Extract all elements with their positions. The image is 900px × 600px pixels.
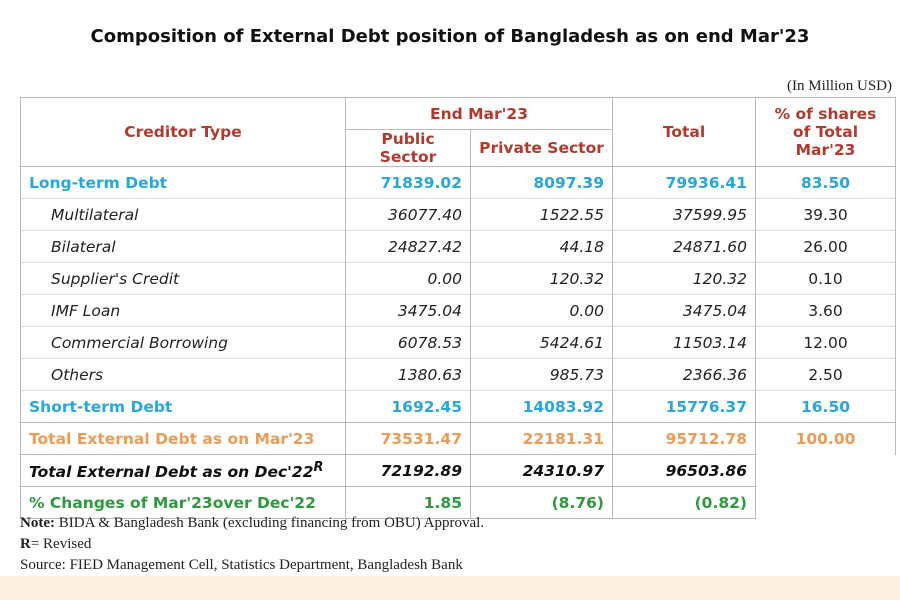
value-cell: 1692.45: [345, 390, 471, 423]
value-cell: 71839.02: [345, 166, 471, 199]
value-cell: 0.00: [470, 294, 613, 327]
row-label: Total External Debt as on Dec'22R: [20, 454, 346, 487]
table-row: Total External Debt as on Dec'22R 72192.8…: [20, 454, 896, 487]
table-row: Commercial Borrowing 6078.53 5424.61 11503.…: [20, 326, 896, 359]
value-cell: 24310.97: [470, 454, 613, 487]
note-text: = Revised: [30, 536, 92, 552]
label-text: Others: [51, 365, 104, 384]
share-cell: 2.50: [755, 358, 896, 391]
value-cell: 5424.61: [470, 326, 613, 359]
note-label: R: [20, 536, 31, 552]
row-label: Supplier's Credit: [20, 262, 346, 295]
notes: Note: BIDA & Bangladesh Bank (excluding …: [20, 513, 484, 576]
value-cell: 79936.41: [612, 166, 756, 199]
table-row: % Changes of Mar'23over Dec'22 1.85 (8.76)…: [20, 486, 896, 519]
row-label: Commercial Borrowing: [20, 326, 346, 359]
value-cell: 6078.53: [345, 326, 471, 359]
table-row: Long-term Debt 71839.02 8097.39 79936.41 83.…: [20, 166, 896, 199]
debt-table: Creditor Type End Mar'23 Total % of shar…: [20, 97, 896, 519]
value-cell: 1380.63: [345, 358, 471, 391]
value-cell: 37599.95: [612, 198, 756, 231]
header-cell: Public Sector: [345, 129, 471, 167]
note-label: Note:: [20, 515, 55, 531]
label-sup: R: [313, 459, 324, 475]
table-row: Short-term Debt 1692.45 14083.92 15776.37 16…: [20, 390, 896, 423]
footer-band: [0, 576, 900, 600]
value-cell: 2366.36: [612, 358, 756, 391]
row-label: % Changes of Mar'23over Dec'22: [20, 486, 346, 519]
header-cell: % of shares of Total Mar'23: [755, 97, 896, 167]
label-text: Short-term Debt: [29, 397, 173, 416]
value-cell: 120.32: [612, 262, 756, 295]
value-cell: 1522.55: [470, 198, 613, 231]
value-cell: 24827.42: [345, 230, 471, 263]
share-cell: 16.50: [755, 390, 896, 423]
note-text: BIDA & Bangladesh Bank (excluding financ…: [54, 515, 485, 531]
label-text: Commercial Borrowing: [51, 333, 228, 352]
label-text: Bilateral: [51, 237, 116, 256]
row-label: Short-term Debt: [20, 390, 346, 423]
value-cell: 3475.04: [612, 294, 756, 327]
table-row: IMF Loan 3475.04 0.00 3475.04 3.60: [20, 294, 896, 327]
row-label: IMF Loan: [20, 294, 346, 327]
row-label: Multilateral: [20, 198, 346, 231]
label-text: Total External Debt as on Dec'22: [29, 463, 314, 482]
value-cell: 1.85: [345, 486, 471, 519]
value-cell: 72192.89: [345, 454, 471, 487]
label-text: Multilateral: [51, 205, 139, 224]
value-cell: 11503.14: [612, 326, 756, 359]
share-cell: 100.00: [755, 422, 896, 455]
share-cell: 26.00: [755, 230, 896, 263]
row-label: Others: [20, 358, 346, 391]
note-line: Note: BIDA & Bangladesh Bank (excluding …: [20, 513, 484, 534]
empty-cell: [756, 455, 896, 487]
table-row: Multilateral 36077.40 1522.55 37599.95 39.30: [20, 198, 896, 231]
title: Composition of External Debt position of…: [90, 26, 810, 47]
value-cell: 36077.40: [345, 198, 471, 231]
source: Source: FIED Management Cell, Statistics…: [20, 557, 463, 573]
label-text: Long-term Debt: [29, 173, 168, 192]
unit-note: (In Million USD): [787, 78, 892, 94]
label-text: % Changes of Mar'23over Dec'22: [29, 493, 316, 512]
value-cell: 120.32: [470, 262, 613, 295]
label-text: Supplier's Credit: [51, 269, 180, 288]
value-cell: 24871.60: [612, 230, 756, 263]
label-text: Total External Debt as on Mar'23: [29, 429, 315, 448]
table-body: Long-term Debt 71839.02 8097.39 79936.41 83.…: [20, 166, 896, 519]
value-cell: 14083.92: [470, 390, 613, 423]
row-label: Bilateral: [20, 230, 346, 263]
table-row: Supplier's Credit 0.00 120.32 120.32 0.10: [20, 262, 896, 295]
header-cell: End Mar'23: [345, 97, 613, 130]
note-line: R= Revised: [20, 534, 484, 555]
label-text: IMF Loan: [51, 301, 121, 320]
value-cell: 8097.39: [470, 166, 613, 199]
share-cell: 12.00: [755, 326, 896, 359]
share-cell: 83.50: [755, 166, 896, 199]
table-row: Total External Debt as on Mar'23 73531.47…: [20, 422, 896, 455]
value-cell: 95712.78: [612, 422, 756, 455]
table-row: Bilateral 24827.42 44.18 24871.60 26.00: [20, 230, 896, 263]
value-cell: 22181.31: [470, 422, 613, 455]
value-cell: 985.73: [470, 358, 613, 391]
header-cell: Total: [612, 97, 756, 167]
row-label: Total External Debt as on Mar'23: [20, 422, 346, 455]
value-cell: 0.00: [345, 262, 471, 295]
value-cell: 15776.37: [612, 390, 756, 423]
row-label: Long-term Debt: [20, 166, 346, 199]
value-cell: 73531.47: [345, 422, 471, 455]
table-row: Others 1380.63 985.73 2366.36 2.50: [20, 358, 896, 391]
value-cell: 3475.04: [345, 294, 471, 327]
value-cell: 96503.86: [612, 454, 756, 487]
header-cell: Creditor Type: [20, 97, 346, 167]
share-cell: 39.30: [755, 198, 896, 231]
value-cell: 44.18: [470, 230, 613, 263]
share-cell: 0.10: [755, 262, 896, 295]
value-cell: (0.82): [612, 486, 756, 519]
empty-cell: [756, 487, 896, 519]
share-cell: 3.60: [755, 294, 896, 327]
value-cell: (8.76): [470, 486, 613, 519]
header-cell: Private Sector: [470, 129, 613, 167]
